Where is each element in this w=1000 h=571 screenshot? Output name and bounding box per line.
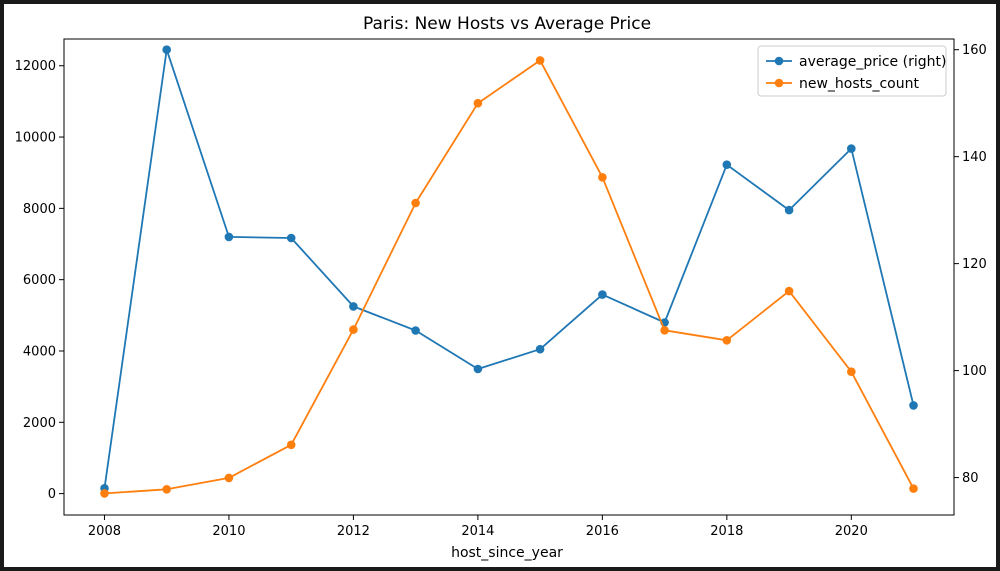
y-left-tick-label: 2000 bbox=[23, 416, 56, 431]
y-left-tick-label: 10000 bbox=[15, 131, 56, 146]
chart-frame: Paris: New Hosts vs Average Price 2008 20… bbox=[4, 4, 996, 567]
y-right-tick-label: 160 bbox=[962, 43, 987, 58]
series-2-point bbox=[847, 367, 856, 377]
series-line-1 bbox=[103, 48, 915, 489]
x-tick-label: 2020 bbox=[835, 524, 868, 539]
series-1-point bbox=[598, 290, 607, 299]
series-2-point bbox=[784, 286, 794, 296]
series-1-point bbox=[411, 326, 420, 335]
series-2-point bbox=[722, 336, 732, 345]
legend-label-2: new_hosts_count bbox=[799, 76, 919, 92]
series-2-point bbox=[473, 98, 483, 108]
legend-marker-2 bbox=[774, 78, 784, 88]
series-1-point bbox=[224, 232, 234, 242]
series-1-point bbox=[909, 401, 918, 410]
x-axis-title: host_since_year bbox=[451, 545, 563, 561]
series-2-point bbox=[660, 326, 669, 335]
plot-layer: 2008 2010 2012 2014 2016 2018 2020 0 2000 4000 600… bbox=[15, 38, 987, 539]
y-right-tick-label: 120 bbox=[962, 257, 987, 272]
chart-svg: Paris: New Hosts vs Average Price 2008 20… bbox=[15, 14, 987, 561]
y-right-tick-label: 80 bbox=[962, 471, 979, 486]
legend: average_price (right) new_hosts_count bbox=[757, 45, 947, 97]
series-1-point bbox=[349, 302, 358, 311]
series-2-point bbox=[162, 485, 171, 494]
x-tick-label: 2008 bbox=[88, 524, 121, 539]
plot-area-frame bbox=[63, 38, 955, 516]
series-1-point bbox=[286, 233, 296, 243]
y-left-tick-label: 0 bbox=[48, 487, 56, 502]
x-tick-label: 2012 bbox=[337, 524, 370, 539]
x-tick-label: 2016 bbox=[586, 524, 619, 539]
x-tick-label: 2018 bbox=[710, 524, 743, 539]
series-2-point bbox=[411, 198, 420, 208]
series-2-point bbox=[286, 440, 296, 450]
series-line-2 bbox=[104, 59, 915, 495]
chart-title: Paris: New Hosts vs Average Price bbox=[363, 14, 651, 34]
series-1-point bbox=[784, 205, 794, 215]
legend-label-1: average_price (right) bbox=[799, 54, 946, 70]
x-tick-label: 2014 bbox=[461, 524, 494, 539]
series-1-point bbox=[847, 144, 856, 153]
series-1-point bbox=[722, 160, 732, 169]
y-right-tick-label: 140 bbox=[962, 150, 987, 165]
legend-box bbox=[757, 45, 947, 97]
y-right-tick-label: 100 bbox=[962, 364, 987, 379]
series-2-point bbox=[349, 325, 358, 334]
series-2-point bbox=[909, 484, 918, 493]
series-2-point bbox=[598, 173, 607, 182]
series-1-point bbox=[162, 45, 171, 54]
y-left-tick-label: 6000 bbox=[23, 273, 56, 288]
y-left-tick-label: 8000 bbox=[23, 202, 56, 217]
x-tick-label: 2010 bbox=[212, 524, 245, 539]
series-1-point bbox=[473, 364, 483, 374]
series-2-point bbox=[224, 473, 234, 483]
series-1-point bbox=[535, 344, 545, 354]
y-left-tick-label: 4000 bbox=[23, 344, 56, 359]
y-left-tick-label: 12000 bbox=[15, 59, 56, 74]
legend-marker-1 bbox=[774, 56, 784, 66]
series-2-point bbox=[100, 489, 109, 498]
series-2-point bbox=[535, 56, 545, 65]
